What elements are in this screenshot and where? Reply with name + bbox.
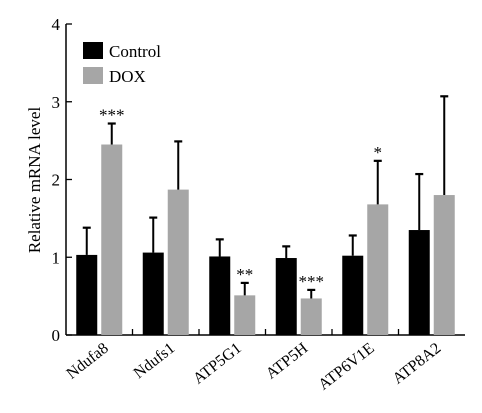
plot-area: 0 1 2 3 4 *** Ndufa8 Ndufs1 ** ATP5G1 *** ATP5H * ATP… xyxy=(52,15,465,394)
bar-control xyxy=(209,256,231,335)
x-tick-label: Ndufs1 xyxy=(131,340,179,382)
x-tick-label: ATP8A2 xyxy=(390,340,445,388)
x-tick-label: Ndufa8 xyxy=(63,340,111,383)
y-tick-label: 2 xyxy=(52,171,61,190)
legend-swatch-control xyxy=(83,42,103,59)
bar-dox xyxy=(234,295,256,335)
bar-control xyxy=(342,255,364,335)
bar-control xyxy=(142,252,164,335)
bar-dox xyxy=(433,195,455,335)
bar-control xyxy=(408,230,430,335)
significance-label: *** xyxy=(299,272,325,291)
bar-control xyxy=(275,258,297,335)
legend-swatch-dox xyxy=(83,67,103,84)
y-tick-label: 0 xyxy=(52,326,61,345)
significance-label: ** xyxy=(236,265,253,284)
y-tick-label: 3 xyxy=(52,93,61,112)
bar-dox xyxy=(367,204,389,335)
significance-label: *** xyxy=(99,106,125,125)
bar-control xyxy=(76,254,98,335)
x-tick-label: ATP5G1 xyxy=(190,340,245,388)
x-tick-label: ATP5H xyxy=(263,339,312,382)
y-tick-label: 1 xyxy=(52,248,61,267)
significance-label: * xyxy=(374,143,383,162)
bar-dox xyxy=(101,144,123,335)
bar-dox xyxy=(167,189,189,335)
y-tick-label: 4 xyxy=(52,15,61,34)
legend-label: DOX xyxy=(109,67,146,86)
legend-label: Control xyxy=(109,42,161,61)
bar-dox xyxy=(300,298,322,335)
x-tick-label: ATP6V1E xyxy=(315,340,377,394)
y-axis-title: Relative mRNA level xyxy=(25,107,44,254)
